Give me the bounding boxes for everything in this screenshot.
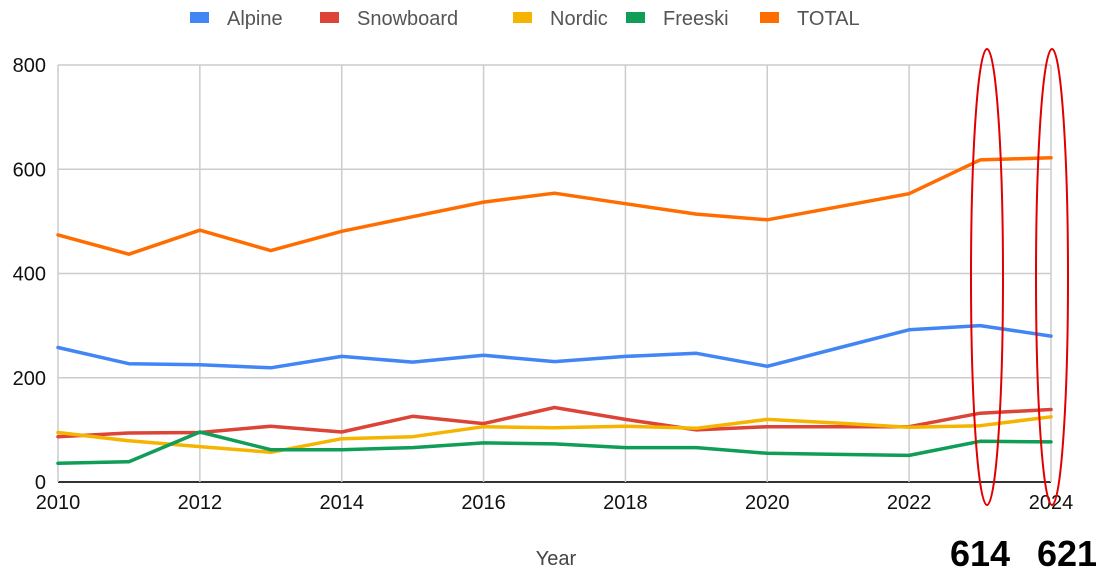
x-tick-label: 2014 (319, 492, 364, 514)
legend-label: TOTAL (797, 8, 860, 30)
x-tick-label: 2018 (603, 492, 648, 514)
x-tick-label: 2024 (1029, 492, 1074, 514)
annotation-label: 621 (1037, 533, 1096, 571)
legend-swatch (513, 12, 532, 23)
alpine-series-line (56, 323, 1053, 370)
y-tick-label: 600 (13, 159, 46, 181)
legend-label: Alpine (227, 8, 283, 30)
highlight-ellipse (970, 48, 1004, 506)
legend-label: Nordic (550, 8, 608, 30)
x-axis-title: Year (536, 548, 577, 570)
y-tick-label: 400 (13, 264, 46, 286)
annotation-label: 614 (950, 533, 1010, 571)
x-tick-label: 2012 (178, 492, 223, 514)
legend: Alpine Snowboard Nordic Freeski TOTAL (190, 8, 860, 30)
highlight-ellipse (1035, 48, 1069, 506)
series-lines (56, 156, 1053, 465)
legend-swatch (320, 12, 339, 23)
freeski-series-line (56, 430, 1053, 465)
legend-label: Freeski (663, 8, 729, 30)
y-tick-label: 200 (13, 368, 46, 390)
legend-swatch (760, 12, 779, 23)
y-tick-label: 0 (35, 472, 46, 494)
grid-lines (57, 64, 1052, 483)
y-tick-label: 800 (13, 55, 46, 77)
nordic-series-line (56, 415, 1053, 455)
legend-swatch (190, 12, 209, 23)
x-tick-label: 2020 (745, 492, 790, 514)
annotations: 614 621 (950, 48, 1096, 571)
legend-swatch (626, 12, 645, 23)
x-tick-label: 2016 (461, 492, 506, 514)
legend-label: Snowboard (357, 8, 458, 30)
total-series-line (56, 156, 1053, 256)
x-tick-label: 2010 (36, 492, 81, 514)
axis-ticks: 0 200 400 600 800 2010 2012 2014 2016 2018 2020 202… (13, 55, 1074, 514)
x-tick-label: 2022 (887, 492, 932, 514)
